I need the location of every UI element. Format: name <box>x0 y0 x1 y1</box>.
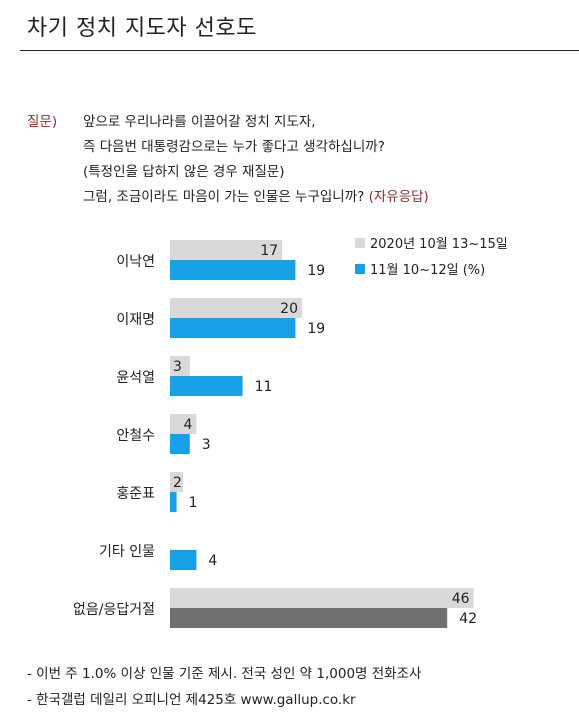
bar-previous <box>170 588 474 608</box>
bar-current <box>170 434 190 454</box>
category-label: 없음/응답거절 <box>73 602 155 618</box>
category-label: 이재명 <box>116 312 155 328</box>
bar-previous <box>170 240 283 260</box>
category-label: 안철수 <box>116 428 155 444</box>
page-title: 차기 정치 지도자 선호도 <box>27 16 257 41</box>
bar-current <box>170 550 197 570</box>
data-label: 17 <box>260 243 278 259</box>
legend-swatch <box>355 238 365 248</box>
data-label: 4 <box>183 417 192 433</box>
data-label: 4 <box>208 553 217 569</box>
data-label: 3 <box>173 359 182 375</box>
bar-previous <box>170 298 302 318</box>
question-line-4-tag: (자유응답) <box>368 189 429 205</box>
category-label: 기타 인물 <box>99 544 155 560</box>
question-line-4-text: 그럼, 조금이라도 마음이 가는 인물은 누구입니까? <box>83 189 365 205</box>
title-divider <box>20 50 579 51</box>
question-line-2: 즉 다음번 대통령감으로는 누가 좋다고 생각하십니까? <box>83 139 385 155</box>
data-label: 2 <box>173 475 182 491</box>
footer-note-2: - 한국갤럽 데일리 오피니언 제425호 www.gallup.co.kr <box>27 692 356 708</box>
data-label: 19 <box>307 263 325 279</box>
data-label: 1 <box>189 495 198 511</box>
category-label: 홍준표 <box>116 486 155 502</box>
data-label: 3 <box>202 437 211 453</box>
question-line-3: (특정인을 답하지 않은 경우 재질문) <box>83 164 285 180</box>
bar-current <box>170 492 177 512</box>
legend-swatch <box>355 264 365 274</box>
data-label: 11 <box>255 379 273 395</box>
data-label: 42 <box>459 611 477 627</box>
question-line-1: 앞으로 우리나라를 이끌어갈 정치 지도자, <box>83 114 316 130</box>
bar-current <box>170 318 296 338</box>
bar-previous <box>170 414 197 434</box>
data-label: 19 <box>307 321 325 337</box>
category-label: 이낙연 <box>116 254 155 270</box>
category-label: 윤석열 <box>116 370 155 386</box>
legend-label: 11월 10~12일 (%) <box>370 263 485 278</box>
bar-current <box>170 608 448 628</box>
bar-current <box>170 260 296 280</box>
footer-note-1: - 이번 주 1.0% 이상 인물 기준 제시. 전국 성인 약 1,000명 … <box>27 666 422 682</box>
bar-previous <box>170 356 190 376</box>
question-label: 질문) <box>27 114 58 130</box>
bar-current <box>170 376 243 396</box>
bar-previous <box>170 472 184 492</box>
question-line-4: 그럼, 조금이라도 마음이 가는 인물은 누구입니까? (자유응답) <box>83 185 429 205</box>
data-label: 20 <box>280 301 298 317</box>
legend-label: 2020년 10월 13~15일 <box>370 237 508 252</box>
data-label: 46 <box>452 591 470 607</box>
